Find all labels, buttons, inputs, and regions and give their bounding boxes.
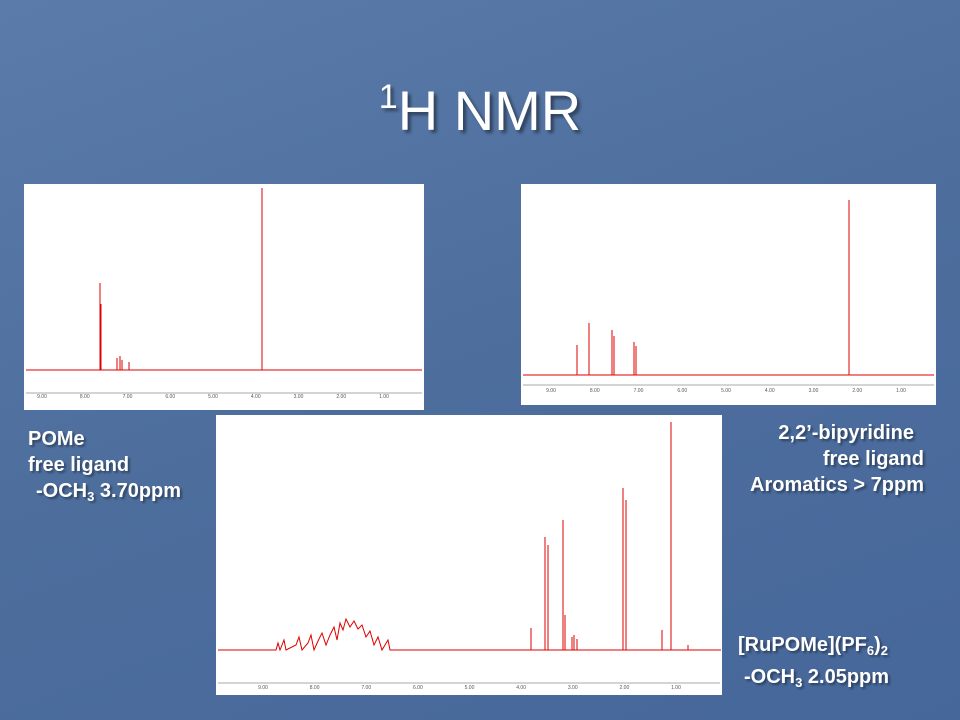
- x-tick-label: 9.00: [258, 685, 268, 691]
- x-tick-label: 2.00: [336, 394, 346, 400]
- x-tick-label: 9.00: [546, 388, 556, 394]
- x-tick-label: 3.00: [294, 394, 304, 400]
- x-tick-label: 3.00: [809, 388, 819, 394]
- spectrum-complex: 9.00 8.00 7.00 6.00 5.00 4.00 3.00 2.00 1.00: [216, 415, 722, 695]
- x-tick-label: 5.00: [208, 394, 218, 400]
- caption-text: 3.70ppm: [94, 480, 182, 502]
- caption-bipyridine: 2,2’-bipyridine free ligand Aromatics > …: [730, 420, 924, 498]
- caption-line: -OCH3 3.70ppm: [28, 478, 181, 510]
- x-tick-label: 4.00: [516, 685, 526, 691]
- caption-line: -OCH3 2.05ppm: [738, 664, 889, 696]
- x-tick-label: 7.00: [123, 394, 133, 400]
- x-tick-label: 6.00: [677, 388, 687, 394]
- x-tick-label: 8.00: [310, 685, 320, 691]
- caption-complex: [RuPOMe](PF6)2 -OCH3 2.05ppm: [738, 632, 889, 696]
- x-tick-label: 1.00: [671, 685, 681, 691]
- x-tick-label: 4.00: [765, 388, 775, 394]
- caption-pome: POMe free ligand -OCH3 3.70ppm: [28, 426, 181, 510]
- caption-subscript: 3: [795, 675, 803, 690]
- x-tick-label: 9.00: [37, 394, 47, 400]
- caption-text: ): [874, 634, 881, 656]
- x-tick-label: 8.00: [80, 394, 90, 400]
- x-tick-label: 7.00: [361, 685, 371, 691]
- caption-line: 2,2’-bipyridine: [778, 422, 914, 444]
- caption-subscript: 6: [866, 643, 875, 658]
- x-tick-label: 5.00: [721, 388, 731, 394]
- x-tick-label: 1.00: [896, 388, 906, 394]
- x-tick-label: 7.00: [634, 388, 644, 394]
- spectrum-bipyridine: 9.00 8.00 7.00 6.00 5.00 4.00 3.00 2.00 1.00: [521, 184, 936, 405]
- x-tick-label: 6.00: [165, 394, 175, 400]
- title-superscript: 1: [378, 78, 398, 116]
- caption-text: -OCH: [36, 480, 88, 502]
- caption-text: [RuPOMe](PF: [738, 634, 867, 656]
- caption-subscript: 2: [880, 643, 889, 658]
- spectrum-pome: 9.00 8.00 7.00 6.00 5.00 4.00 3.00 2.00 1.00: [24, 184, 424, 410]
- x-tick-label: 2.00: [620, 685, 630, 691]
- x-tick-label: 5.00: [465, 685, 475, 691]
- caption-line: [RuPOMe](PF6)2: [738, 632, 889, 664]
- caption-text: 2.05ppm: [802, 666, 890, 688]
- x-tick-label: 4.00: [251, 394, 261, 400]
- x-tick-label: 6.00: [413, 685, 423, 691]
- caption-subscript: 3: [87, 489, 95, 504]
- caption-line: free ligand: [28, 454, 130, 476]
- x-tick-label: 2.00: [852, 388, 862, 394]
- x-tick-label: 8.00: [590, 388, 600, 394]
- caption-line: free ligand: [822, 448, 924, 470]
- caption-line: Aromatics > 7ppm: [750, 474, 924, 496]
- x-tick-label: 1.00: [379, 394, 389, 400]
- caption-line: POMe: [28, 428, 85, 450]
- title-text: H NMR: [397, 79, 582, 142]
- slide-title: 1H NMR: [0, 78, 960, 143]
- x-tick-label: 3.00: [568, 685, 578, 691]
- caption-text: -OCH: [744, 666, 796, 688]
